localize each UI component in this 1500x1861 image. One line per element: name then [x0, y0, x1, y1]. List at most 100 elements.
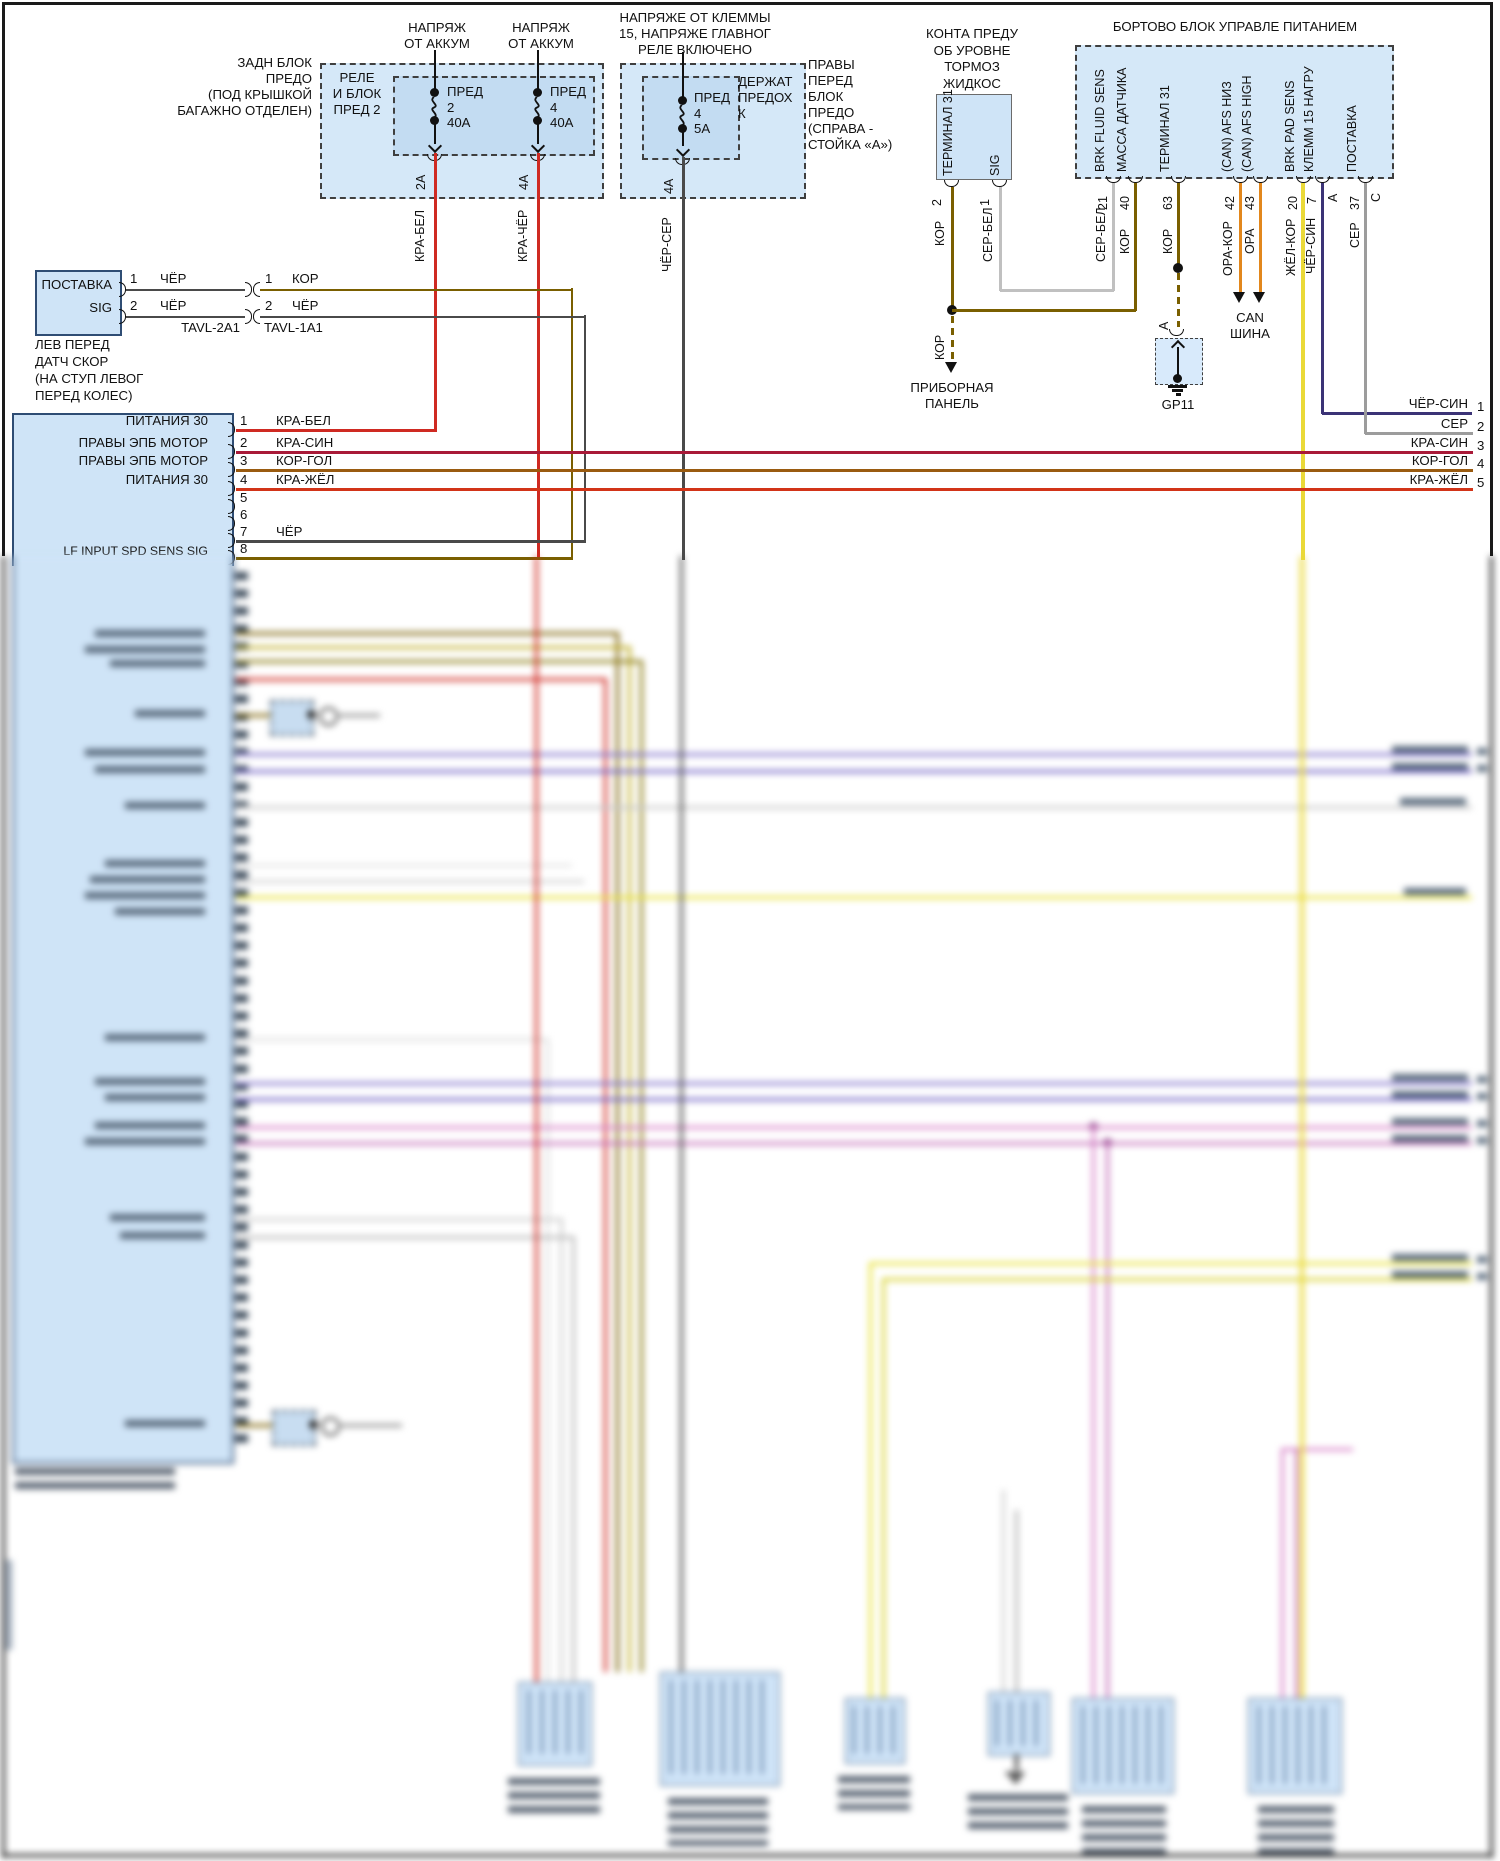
- ss-wire2-cher-down: [583, 315, 586, 541]
- pm-conn-c: C: [1369, 192, 1383, 202]
- power-module-title: БОРТОВО БЛОК УПРАВЛЕ ПИТАНИЕМ: [1112, 19, 1358, 34]
- abs-pin-8: 8: [240, 541, 248, 556]
- instrument-panel-label: ПРИБОРНАЯ ПАНЕЛЬ: [910, 380, 994, 411]
- blur-connector-1-caption: [508, 1778, 600, 1818]
- gp11-dot: [1173, 374, 1182, 383]
- blur-wire: [1281, 1448, 1353, 1451]
- wire-ser-bel-horizontal: [1000, 288, 1114, 292]
- blur-label: [110, 1214, 205, 1221]
- blur-wire: [640, 660, 643, 1672]
- ss-left-wire1: ЧЁР: [160, 271, 187, 286]
- wire-kra-bel-vertical: [433, 153, 437, 432]
- blur-wire: [1002, 1490, 1005, 1692]
- gp11-ground-stroke2: [1172, 389, 1183, 392]
- blur-wire: [236, 678, 606, 681]
- wire-ora-kor-label: ОРА-КОР: [1221, 221, 1235, 276]
- pm-bracket-21: [1106, 176, 1121, 183]
- abs-pin-4: 4: [240, 472, 248, 487]
- blur-label: [85, 749, 205, 756]
- pm-pin-37: 37: [1348, 196, 1362, 210]
- speed-sensor-label-1: ПОСТАВКА: [41, 277, 112, 292]
- abs-wire-7: ЧЁР: [276, 524, 303, 539]
- wire-kor-dashed: [950, 316, 954, 362]
- pm-pin-label-supply: ПОСТАВКА: [1345, 105, 1359, 172]
- blur-connector-2-caption: [668, 1798, 768, 1846]
- pm-pin-43: 43: [1243, 196, 1257, 210]
- blur-label: [85, 1138, 205, 1145]
- abs-row3-label: ПРАВЫ ЭПБ МОТОР: [78, 453, 208, 468]
- gp11-conn-a: A: [1157, 321, 1171, 330]
- abs-wire3-kor-gol: [236, 468, 1473, 472]
- abs-wire-2: КРА-СИН: [276, 435, 334, 450]
- blur-label: [105, 860, 205, 867]
- blur-connector-6-caption: [1258, 1806, 1334, 1854]
- blur-wire: [616, 632, 619, 1672]
- speed-sensor-box: [35, 270, 122, 336]
- fuse1-feed-wire: [433, 50, 436, 90]
- blur-connector-5-caption: [1082, 1806, 1166, 1854]
- gp11-bracket: [1169, 329, 1184, 336]
- wire-ser-bel-label-1: СЕР-БЕЛ: [981, 207, 995, 262]
- wire-kra-cher-vertical: [536, 153, 540, 560]
- abs-wire-1: КРА-БЕЛ: [276, 413, 331, 428]
- frame-left: [2, 2, 5, 556]
- pm-bracket-63: [1171, 176, 1186, 183]
- blur-wire-cher-ser: [680, 556, 683, 1672]
- blur-wire: [236, 632, 618, 635]
- ss-conn-row2-male: [253, 309, 260, 324]
- blur-label: [85, 646, 205, 653]
- blur-label: [95, 766, 205, 773]
- edge-wire-label-5: КРА-ЖЁЛ: [1409, 472, 1468, 487]
- wire-kra-cher-label: КРА-ЧЁР: [516, 209, 530, 262]
- blur-dot: [307, 710, 316, 719]
- blur-frame-left: [2, 556, 5, 1858]
- blur-ground-stroke: [1013, 1780, 1018, 1783]
- blur-edge-labels: [1392, 1254, 1468, 1280]
- pm-bracket-42: [1233, 176, 1248, 183]
- pm-pin-label-can-low: (CAN) AFS НИЗ: [1220, 81, 1234, 172]
- gp11-label: GP11: [1161, 397, 1195, 412]
- blur-wire: [236, 714, 270, 717]
- blur-label: [110, 660, 205, 667]
- blur-frame-bottom: [2, 1854, 1491, 1857]
- abs-pin-7: 7: [240, 524, 248, 539]
- fluid-switch-sig-label: SIG: [988, 154, 1002, 176]
- blur-relay-box: [272, 1410, 316, 1446]
- fuse3-top-dot: [678, 96, 687, 105]
- gp11-wire: [1176, 347, 1179, 377]
- blur-label: [135, 710, 205, 717]
- edge-wire-label-3: КРА-СИН: [1410, 435, 1468, 450]
- fuse2-name: ПРЕД 4 40А: [550, 84, 587, 130]
- fuse-holder-label: ДЕРЖАТ ПРЕДОХ К: [738, 74, 793, 121]
- blur-wire: [336, 714, 380, 717]
- ss-right-wire2: ЧЁР: [292, 298, 319, 313]
- ss-wire1-right-kor: [260, 288, 573, 291]
- blur-connector-6-text: [1258, 1706, 1330, 1784]
- blur-label: [105, 1094, 205, 1101]
- gp11-ground-stroke1: [1168, 385, 1187, 388]
- wire-zhel-kor: [1301, 183, 1305, 560]
- front-fuse-box-label: ПРАВЫ ПЕРЕД БЛОК ПРЕДО (СПРАВА - СТОЙКА …: [808, 57, 893, 152]
- blur-wire: [236, 1126, 1472, 1129]
- wire-cher-ser-vertical: [681, 157, 685, 560]
- blur-edge-labels: [1392, 746, 1468, 772]
- abs-row8-label: LF INPUT SPD SENS SIG: [63, 544, 208, 558]
- wire-ser-label: СЕР: [1348, 222, 1362, 248]
- ss-right-pin1: 1: [265, 271, 273, 286]
- blur-wire-zhel-kor: [1300, 556, 1304, 1698]
- blur-edge-pins: [1477, 1256, 1487, 1282]
- pm-bracket-20: [1296, 176, 1311, 183]
- blur-connector-1-text: [528, 1690, 582, 1754]
- wire-cher-sin-horizontal: [1322, 411, 1472, 415]
- blur-edge-labels: [1392, 1074, 1468, 1100]
- wire-ser-horizontal: [1365, 431, 1473, 435]
- blur-wire: [1092, 1126, 1095, 1698]
- blur-connector-5-text: [1082, 1706, 1162, 1784]
- can-bus-label: CAN ШИНА: [1230, 310, 1270, 341]
- blur-ground-stroke: [1010, 1776, 1021, 1779]
- abs-wire1-kra-bel: [236, 428, 436, 432]
- blur-label: [105, 1034, 205, 1041]
- blur-wire: [572, 1236, 575, 1682]
- pm-pin-label-brk-pad: BRK PAD SENS: [1283, 80, 1297, 172]
- blur-label: [85, 892, 205, 899]
